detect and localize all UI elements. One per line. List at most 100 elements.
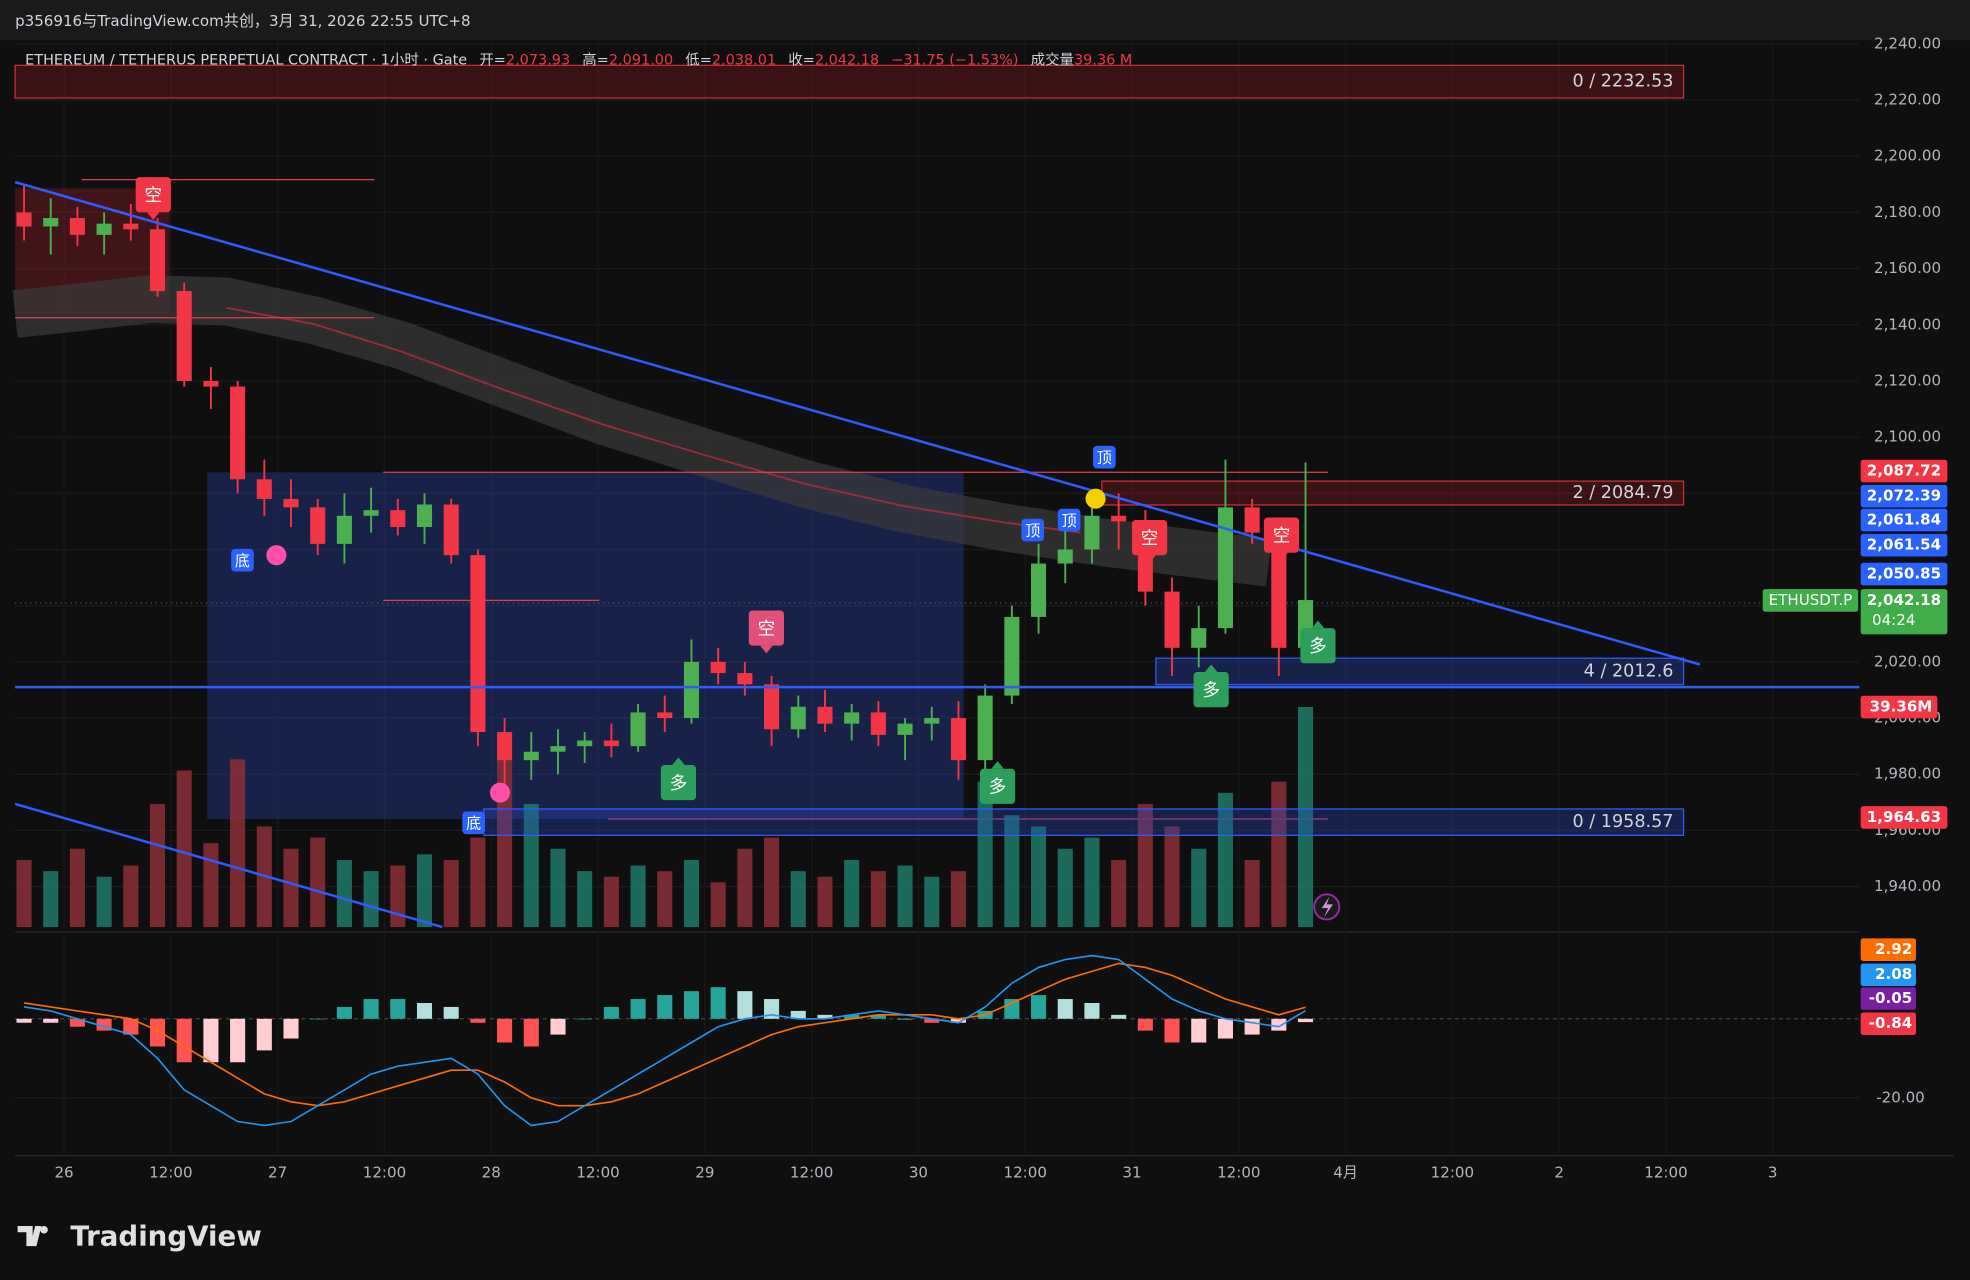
macd-hist-bar <box>737 991 753 1019</box>
candle-body <box>230 386 246 480</box>
macd-hist-bar <box>256 1018 272 1051</box>
volume-bar <box>790 871 806 928</box>
x-tick-label: 28 <box>482 1164 501 1182</box>
candle-body <box>764 684 780 730</box>
volume-bar <box>683 859 700 928</box>
tags: 2.92 2.08 -0.05 -0.84 2,087.72 2,072.39 2,061.… <box>1762 459 1948 1036</box>
signal-label: 顶 <box>1025 522 1040 540</box>
volume-bar <box>470 837 486 928</box>
macd-pane <box>15 954 1860 1127</box>
candle-body <box>817 706 833 724</box>
candle-body <box>390 510 406 528</box>
price-tag-label: 2,061.84 <box>1867 511 1941 529</box>
candle-body <box>1217 507 1233 629</box>
volume-bar <box>844 859 860 928</box>
legend-low-label: 低= <box>685 51 712 68</box>
macd-hist-bar <box>577 1018 593 1020</box>
price-tag <box>1860 508 1948 532</box>
macd-hist-bar <box>1164 1018 1180 1043</box>
y-tick-label: 2,100.00 <box>1874 428 1941 446</box>
candle-body <box>1084 515 1100 550</box>
volume-bar <box>630 865 646 928</box>
macd-hist-bar <box>683 991 700 1019</box>
volume-bar <box>550 848 566 928</box>
candle-body <box>310 507 326 544</box>
macd-hist-bar <box>1111 1014 1127 1019</box>
macd-hist-bar <box>363 999 379 1019</box>
candle-body <box>897 723 913 735</box>
signal-label: 空 <box>1141 529 1159 549</box>
legend-high: 2,091.00 <box>609 52 673 68</box>
candle-body <box>416 504 433 528</box>
legend-open: 2,073.93 <box>506 52 570 68</box>
macd-hist-bar <box>1217 1018 1233 1039</box>
footer-bar <box>0 1193 1970 1280</box>
y-tick-label: 2,200.00 <box>1874 147 1941 165</box>
volume-bar <box>363 871 379 928</box>
ma-line <box>225 306 1081 534</box>
signal-badge <box>1057 508 1081 532</box>
macd-hist-bar <box>1084 1002 1100 1019</box>
zone-box <box>1155 657 1685 686</box>
volume-bar <box>1111 859 1127 928</box>
price-tag <box>1860 459 1948 483</box>
volume-bar <box>1084 837 1100 928</box>
signal-pointer <box>1311 620 1325 629</box>
y-tick-label: 2,120.00 <box>1874 371 1941 389</box>
candle-body <box>203 380 219 387</box>
macd-hist-bar <box>1057 999 1073 1019</box>
zone-label: 2 / 2084.79 <box>1573 483 1674 503</box>
legend-open-label: 开= <box>479 52 506 68</box>
signal-badge <box>748 610 784 646</box>
macd-hist-bar <box>523 1018 539 1047</box>
symbol-tag <box>1762 589 1859 612</box>
candle-body <box>363 510 379 516</box>
macd-hist-bar <box>550 1018 566 1035</box>
candle-body <box>844 712 860 724</box>
zone-label: 4 / 2012.6 <box>1584 661 1674 681</box>
macd-tag <box>1860 963 1916 987</box>
x-tick-label: 29 <box>695 1164 714 1182</box>
macd-hist-bar <box>657 995 673 1019</box>
macd-hist-bar <box>603 1006 619 1019</box>
volume-tag-label: 39.36M <box>1870 698 1933 716</box>
macd-hist-bar <box>470 1018 486 1023</box>
macd-hist-bar <box>390 999 406 1019</box>
candle-body <box>149 229 166 292</box>
signal-label: 底 <box>235 552 250 570</box>
macd-hist-bar <box>630 999 646 1019</box>
macd-tag <box>1860 987 1916 1010</box>
logo: TradingView <box>17 1219 262 1252</box>
volume-bar <box>1271 781 1287 928</box>
volume-bar <box>310 837 326 928</box>
pivot-dot <box>489 782 511 803</box>
signal-pointer <box>1204 664 1218 673</box>
y-tick-label: 1,980.00 <box>1874 765 1941 783</box>
macd-tag <box>1860 938 1916 961</box>
volume-bar <box>1031 826 1047 928</box>
signal-label: 空 <box>1273 526 1291 546</box>
macd-hist-bar <box>1297 1018 1314 1023</box>
trend-line <box>14 180 1701 666</box>
legend-close-label: 收= <box>788 51 815 68</box>
macd-hist-bar <box>844 1014 860 1019</box>
logo-icon <box>17 1225 48 1247</box>
signal-pointer <box>760 645 773 654</box>
macd-hist-bar <box>336 1006 352 1019</box>
signal-badge <box>1131 520 1168 556</box>
x-tick-label: 12:00 <box>1217 1164 1260 1182</box>
volume-bar <box>230 759 246 928</box>
macd-hist-bar <box>310 1018 326 1020</box>
candle-body <box>283 498 299 508</box>
volume-bar <box>416 854 433 928</box>
signal-label: 空 <box>144 186 162 206</box>
macd-tag-label: 2.92 <box>1875 940 1912 958</box>
zone-label: 0 / 1958.57 <box>1573 812 1674 832</box>
volume-bar <box>817 876 833 928</box>
macd-hist-bar <box>43 1018 59 1023</box>
macd-tag-label: -0.84 <box>1869 1014 1912 1032</box>
candles <box>16 184 1314 789</box>
candle-body <box>710 661 726 674</box>
candle-body <box>657 712 673 719</box>
